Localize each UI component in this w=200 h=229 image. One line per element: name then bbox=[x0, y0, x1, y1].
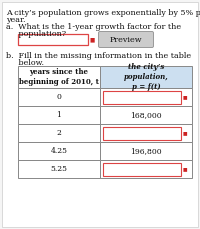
FancyBboxPatch shape bbox=[18, 142, 100, 160]
FancyBboxPatch shape bbox=[98, 32, 154, 47]
FancyBboxPatch shape bbox=[18, 66, 100, 88]
FancyBboxPatch shape bbox=[100, 88, 192, 106]
Text: ■: ■ bbox=[183, 95, 188, 99]
Text: 196,800: 196,800 bbox=[130, 147, 162, 155]
Text: Preview: Preview bbox=[110, 35, 142, 44]
Text: A city’s population grows exponentially by 5% per: A city’s population grows exponentially … bbox=[6, 9, 200, 17]
FancyBboxPatch shape bbox=[103, 90, 181, 104]
FancyBboxPatch shape bbox=[100, 66, 192, 88]
FancyBboxPatch shape bbox=[2, 2, 198, 227]
FancyBboxPatch shape bbox=[100, 124, 192, 142]
Text: population?: population? bbox=[6, 30, 66, 38]
FancyBboxPatch shape bbox=[100, 106, 192, 124]
Text: 2: 2 bbox=[57, 129, 61, 137]
FancyBboxPatch shape bbox=[18, 88, 100, 106]
FancyBboxPatch shape bbox=[18, 34, 88, 45]
Text: below.: below. bbox=[6, 59, 44, 67]
Text: 168,000: 168,000 bbox=[130, 111, 162, 119]
FancyBboxPatch shape bbox=[18, 124, 100, 142]
FancyBboxPatch shape bbox=[100, 142, 192, 160]
Text: 4.25: 4.25 bbox=[50, 147, 68, 155]
Text: year.: year. bbox=[6, 16, 26, 24]
Text: 1: 1 bbox=[57, 111, 61, 119]
Text: ■: ■ bbox=[90, 37, 95, 42]
Text: the city’s
population,
p = f(t): the city’s population, p = f(t) bbox=[124, 63, 168, 91]
FancyBboxPatch shape bbox=[100, 160, 192, 178]
Text: 5.25: 5.25 bbox=[50, 165, 68, 173]
Text: b.  Fill in the missing information in the table: b. Fill in the missing information in th… bbox=[6, 52, 191, 60]
Text: ■: ■ bbox=[183, 166, 188, 172]
FancyBboxPatch shape bbox=[18, 160, 100, 178]
Text: 0: 0 bbox=[57, 93, 61, 101]
Text: years since the
beginning of 2010, t: years since the beginning of 2010, t bbox=[19, 68, 99, 86]
Text: a.  What is the 1-year growth factor for the: a. What is the 1-year growth factor for … bbox=[6, 23, 181, 31]
FancyBboxPatch shape bbox=[103, 163, 181, 175]
Text: ■: ■ bbox=[183, 131, 188, 136]
FancyBboxPatch shape bbox=[103, 126, 181, 139]
FancyBboxPatch shape bbox=[18, 106, 100, 124]
